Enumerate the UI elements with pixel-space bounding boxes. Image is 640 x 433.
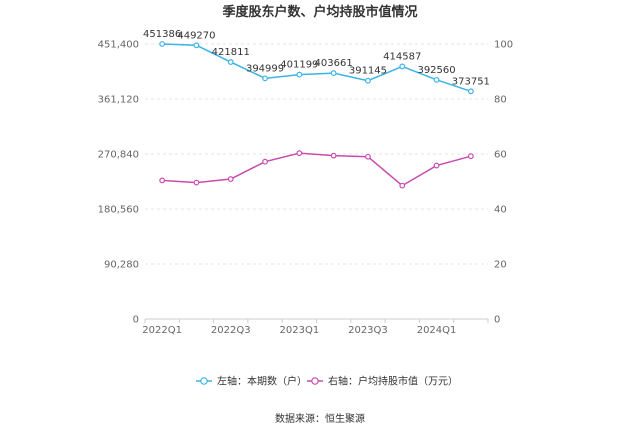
data-label: 421811 — [212, 47, 250, 58]
series-2 — [159, 150, 474, 189]
data-point — [262, 158, 268, 165]
legend-marker — [311, 377, 319, 385]
data-label: 403661 — [315, 58, 353, 69]
data-point — [227, 59, 234, 65]
data-point — [159, 41, 166, 47]
data-point — [330, 70, 337, 76]
data-point — [467, 153, 474, 160]
y-left-tick-label: 180,560 — [98, 205, 139, 216]
data-point — [193, 42, 200, 49]
series-line — [162, 152, 472, 187]
x-tick-label: 2022Q3 — [211, 325, 251, 336]
y-right-tick-label: 40 — [494, 205, 507, 216]
y-left-tick-label: 361,120 — [98, 95, 139, 106]
y-left-tick-label: 451,400 — [98, 40, 139, 51]
data-point — [399, 182, 406, 189]
chart-title: 季度股东户数、户均持股市值情况 — [221, 4, 417, 20]
data-point — [365, 153, 371, 160]
data-label: 394999 — [246, 63, 284, 74]
data-point — [433, 76, 440, 83]
x-tick-label: 2023Q3 — [348, 325, 388, 336]
data-label: 401199 — [280, 60, 318, 71]
axes: 0 0 90,280 20 180,560 40 270,840 60 361,120 80 451… — [98, 40, 513, 337]
data-point — [399, 63, 406, 70]
data-label: 391145 — [349, 66, 387, 77]
legend-item-2: 右轴：户均持股市值（万元） — [307, 375, 458, 388]
legend-item-1: 左轴：本期数（户） — [196, 375, 307, 388]
data-point — [296, 150, 303, 157]
y-left-tick-label: 0 — [133, 315, 139, 326]
legend: 左轴：本期数（户） 右轴：户均持股市值（万元） — [196, 375, 458, 388]
y-right-tick-label: 100 — [494, 40, 513, 51]
data-point — [330, 152, 337, 159]
data-label: 373751 — [452, 76, 490, 87]
data-point — [433, 162, 440, 169]
y-left-tick-label: 270,840 — [98, 150, 139, 161]
data-point — [467, 88, 474, 95]
source-note: 数据来源：恒生聚源 — [275, 412, 365, 425]
legend-marker — [200, 377, 208, 385]
data-label: 414587 — [383, 51, 421, 62]
y-right-tick-label: 20 — [494, 260, 507, 271]
data-point — [262, 75, 268, 82]
data-point — [159, 177, 166, 184]
legend-label: 右轴：户均持股市值（万元） — [328, 375, 458, 388]
legend-label: 左轴：本期数（户） — [217, 375, 307, 388]
y-right-tick-label: 60 — [494, 150, 507, 161]
data-point — [193, 179, 200, 186]
data-label: 451386 — [143, 29, 181, 40]
series-line — [162, 43, 472, 93]
data-point — [365, 77, 371, 84]
y-left-tick-label: 90,280 — [104, 260, 139, 271]
data-label: 392560 — [417, 65, 455, 76]
data-point — [296, 71, 303, 78]
x-tick-label: 2022Q1 — [142, 325, 182, 336]
x-tick-label: 2023Q1 — [280, 325, 320, 336]
data-point — [227, 176, 234, 182]
y-right-tick-label: 0 — [494, 315, 500, 326]
y-right-tick-label: 80 — [494, 95, 507, 106]
x-tick-label: 2024Q1 — [417, 325, 457, 336]
data-label: 449270 — [177, 30, 215, 41]
